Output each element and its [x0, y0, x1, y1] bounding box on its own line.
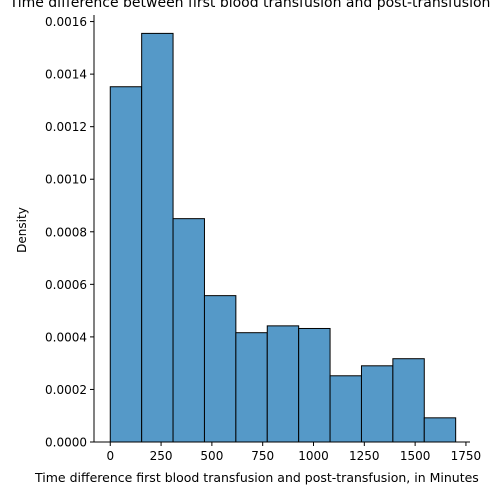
y-tick-label: 0.0000	[45, 436, 87, 450]
histogram-bar	[203, 295, 237, 443]
x-tick-label: 250	[150, 449, 173, 463]
histogram-bar	[360, 365, 394, 443]
x-tick-label: 1750	[451, 449, 482, 463]
x-tick-label: 0	[106, 449, 114, 463]
x-tick-label: 750	[251, 449, 274, 463]
histogram-bar	[392, 358, 425, 443]
bars-group	[109, 32, 457, 443]
histogram-bar	[235, 332, 268, 443]
y-tick-label: 0.0002	[45, 383, 87, 397]
histogram-bar	[109, 86, 143, 443]
histogram-bar	[329, 375, 362, 443]
histogram-bar	[172, 218, 205, 443]
x-tick-label: 1000	[298, 449, 329, 463]
histogram-bar	[423, 417, 457, 443]
y-tick-label: 0.0012	[45, 120, 87, 134]
histogram-bar	[141, 32, 174, 443]
y-tick-label: 0.0016	[45, 15, 87, 29]
chart-title: Time difference between first blood tran…	[9, 0, 491, 11]
y-axis-label: Density	[15, 207, 29, 253]
x-tick-label: 500	[200, 449, 223, 463]
y-tick-label: 0.0006	[45, 278, 87, 292]
x-tick-label: 1250	[349, 449, 380, 463]
x-tick-label: 1500	[400, 449, 431, 463]
y-tick-label: 0.0014	[45, 68, 87, 82]
x-ticks-group: 0 250 500 750 1000 1250 1500 1750	[106, 442, 481, 463]
histogram-bar	[298, 327, 331, 443]
x-axis-label: Time difference first blood transfusion …	[34, 470, 479, 485]
histogram-bar	[266, 325, 300, 443]
y-tick-label: 0.0004	[45, 330, 87, 344]
y-tick-label: 0.0008	[45, 225, 87, 239]
y-ticks-group: 0.0000 0.0002 0.0004 0.0006 0.0008 0.0010 0.00…	[45, 15, 94, 450]
y-tick-label: 0.0010	[45, 173, 87, 187]
